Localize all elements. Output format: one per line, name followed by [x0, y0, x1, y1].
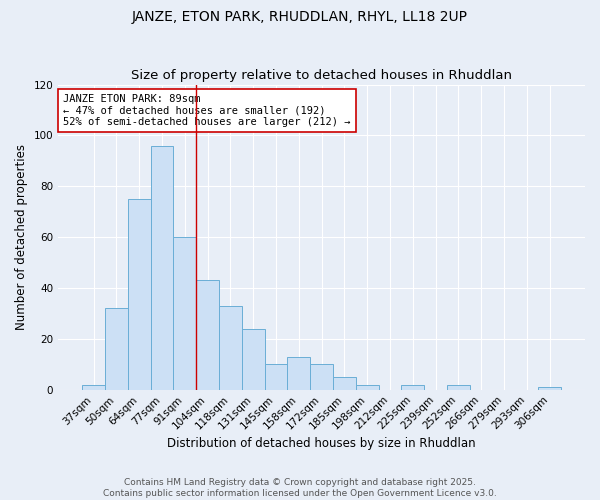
Bar — [242, 328, 265, 390]
Bar — [82, 384, 105, 390]
Text: JANZE ETON PARK: 89sqm
← 47% of detached houses are smaller (192)
52% of semi-de: JANZE ETON PARK: 89sqm ← 47% of detached… — [64, 94, 351, 127]
Bar — [333, 377, 356, 390]
Bar — [173, 237, 196, 390]
Bar — [447, 384, 470, 390]
Bar — [310, 364, 333, 390]
Bar — [401, 384, 424, 390]
Bar — [287, 356, 310, 390]
Bar — [196, 280, 219, 390]
Bar — [219, 306, 242, 390]
Bar — [151, 146, 173, 390]
Title: Size of property relative to detached houses in Rhuddlan: Size of property relative to detached ho… — [131, 69, 512, 82]
Bar — [356, 384, 379, 390]
Y-axis label: Number of detached properties: Number of detached properties — [15, 144, 28, 330]
X-axis label: Distribution of detached houses by size in Rhuddlan: Distribution of detached houses by size … — [167, 437, 476, 450]
Text: Contains HM Land Registry data © Crown copyright and database right 2025.
Contai: Contains HM Land Registry data © Crown c… — [103, 478, 497, 498]
Text: JANZE, ETON PARK, RHUDDLAN, RHYL, LL18 2UP: JANZE, ETON PARK, RHUDDLAN, RHYL, LL18 2… — [132, 10, 468, 24]
Bar — [128, 199, 151, 390]
Bar — [538, 387, 561, 390]
Bar — [105, 308, 128, 390]
Bar — [265, 364, 287, 390]
